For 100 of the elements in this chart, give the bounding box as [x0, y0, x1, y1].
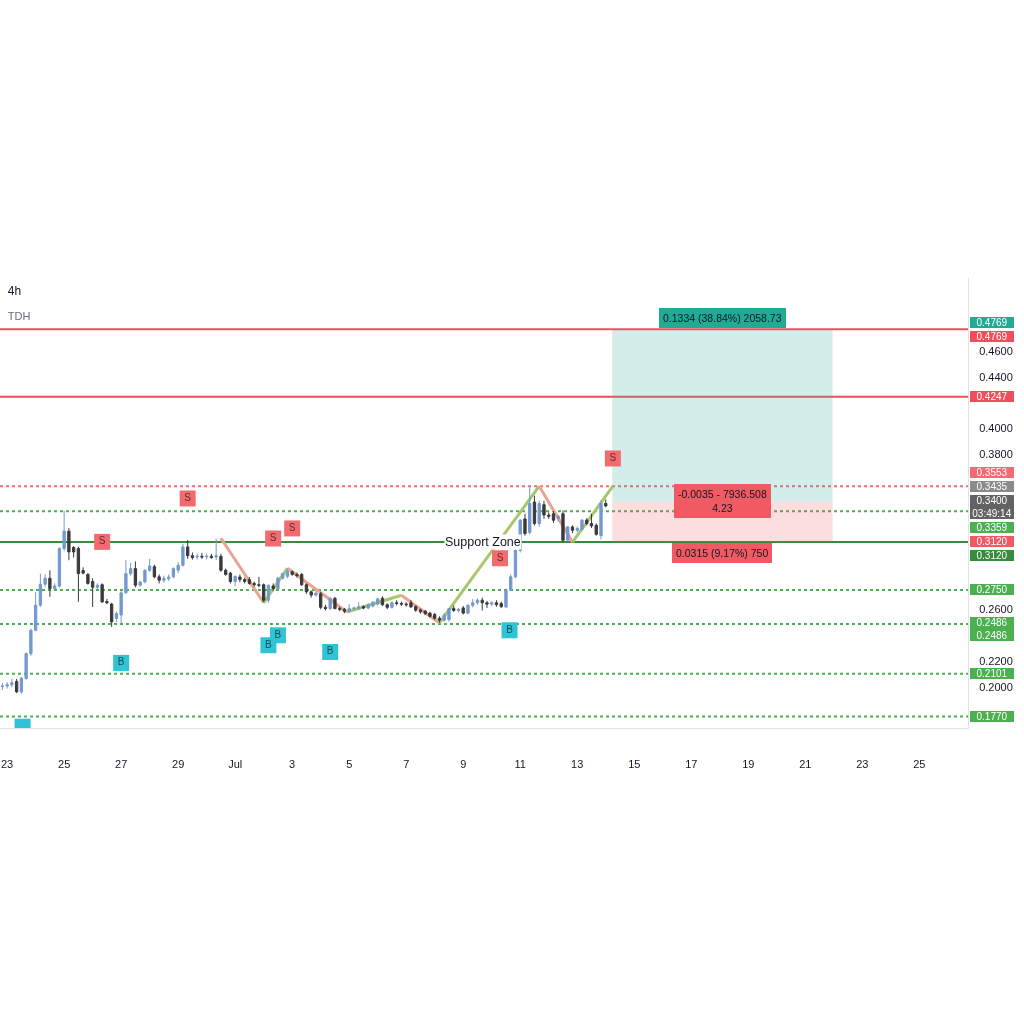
- candlestick: [228, 571, 233, 584]
- candlestick: [461, 605, 465, 615]
- text: TDH: [7, 309, 31, 322]
- candlestick: [162, 575, 166, 584]
- candlestick: [205, 553, 209, 561]
- candlestick: [395, 599, 399, 606]
- candlestick: [219, 553, 223, 573]
- candlestick: [494, 599, 499, 608]
- candlestick: [209, 553, 214, 560]
- ref-line-label: 0.2486 0.2486: [976, 617, 1008, 641]
- candlestick: [276, 576, 280, 592]
- candlestick: [490, 600, 494, 607]
- candlestick: [52, 582, 57, 590]
- candlestick: [109, 602, 114, 628]
- x-tick-label: 17: [685, 758, 698, 771]
- y-tick-label: 0.4000: [979, 422, 1013, 435]
- text: 0.4769: [976, 331, 1008, 342]
- candlestick: [599, 499, 603, 541]
- candlestick: [342, 607, 347, 614]
- candlestick: [566, 525, 570, 543]
- candlestick: [528, 485, 532, 535]
- x-tick-label: 15: [628, 758, 641, 771]
- x-tick-label: 25: [58, 758, 71, 771]
- candlestick: [570, 524, 575, 534]
- candlestick: [285, 568, 290, 579]
- candlestick: [171, 566, 176, 579]
- candlestick: [452, 604, 456, 613]
- data-label: S: [184, 491, 192, 503]
- candlestick: [152, 564, 157, 579]
- text: 0.3435: [976, 481, 1008, 492]
- candlestick: [95, 582, 100, 590]
- candlestick: [214, 538, 218, 561]
- candlestick: [418, 608, 423, 615]
- candlestick: [133, 560, 138, 588]
- x-tick-label: 29: [172, 758, 185, 771]
- x-tick-label: 21: [799, 758, 812, 771]
- candlestick: [14, 678, 19, 694]
- text: 0.3400 03:49:14: [972, 495, 1012, 519]
- x-tick-label: 19: [742, 758, 755, 771]
- annotation: 0.1334 (38.84%) 2058.73: [663, 312, 782, 324]
- data-label: B: [274, 628, 282, 640]
- ref-line-label: 0.4247: [976, 391, 1008, 402]
- x-tick-label: 11: [514, 758, 526, 771]
- candlestick: [585, 517, 589, 526]
- candlestick: [390, 600, 394, 610]
- candlestick: [537, 500, 541, 528]
- candlestick: [38, 573, 43, 608]
- candlestick: [523, 513, 527, 537]
- ref-line-label: 0.3359: [976, 522, 1008, 533]
- candlestick: [90, 577, 95, 608]
- annotation: Support Zone: [445, 535, 521, 549]
- candlestick: [200, 552, 204, 560]
- candlestick: [475, 597, 480, 606]
- candlestick: [0, 682, 5, 691]
- x-tick-label: 27: [115, 758, 128, 771]
- candlestick: [233, 575, 237, 587]
- annotation: -0.0035 - 7936.508 4.23: [678, 488, 767, 514]
- data-label: S: [288, 521, 296, 533]
- x-tick-label: Jul: [228, 758, 243, 771]
- candlestick: [186, 539, 190, 560]
- ref-line-label: 0.2101: [976, 668, 1008, 679]
- data-label: S: [496, 551, 504, 563]
- candlestick: [195, 553, 199, 561]
- candlestick: [399, 600, 404, 607]
- y-tick-label: 0.2200: [979, 654, 1013, 667]
- data-label: B: [326, 645, 334, 657]
- candlestick: [361, 604, 366, 610]
- candlestick: [561, 509, 565, 543]
- candlestick: [76, 546, 81, 603]
- text: 0.3120: [976, 550, 1008, 561]
- y-tick-label: 0.3800: [979, 448, 1013, 461]
- data-label: S: [609, 451, 617, 463]
- candlestick: [67, 527, 71, 561]
- ref-line-label: 0.3553: [976, 467, 1008, 478]
- candlestick: [604, 499, 608, 508]
- data-label: B: [506, 623, 514, 635]
- y-tick-label: 0.2000: [979, 680, 1013, 693]
- candlestick: [48, 569, 52, 598]
- candlestick: [551, 510, 556, 524]
- candlestick: [556, 514, 560, 522]
- x-tick-label: 13: [571, 758, 584, 771]
- y-tick-label: 0.4600: [979, 344, 1013, 357]
- ref-line-label: 0.4769: [976, 317, 1008, 328]
- data-label: B: [117, 656, 125, 668]
- candlestick: [166, 573, 171, 582]
- candlestick: [266, 584, 271, 604]
- candlestick: [271, 582, 275, 592]
- x-tick-label: 23: [856, 758, 869, 771]
- candlestick: [190, 551, 195, 561]
- candlestick: [238, 573, 242, 583]
- ref-line-label: 0.1770: [976, 711, 1008, 722]
- candlestick: [314, 590, 318, 597]
- x-tick-label: 9: [460, 758, 467, 771]
- data-label: B: [265, 638, 273, 650]
- x-tick-label: 7: [403, 758, 410, 771]
- x-tick-label: 3: [289, 758, 296, 771]
- text: 4h: [7, 284, 22, 299]
- candlestick: [319, 591, 323, 610]
- x-tick-label: 23: [1, 758, 14, 771]
- candlestick: [499, 600, 503, 609]
